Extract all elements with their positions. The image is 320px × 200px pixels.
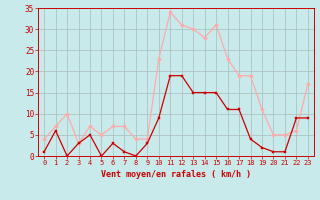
X-axis label: Vent moyen/en rafales ( km/h ): Vent moyen/en rafales ( km/h ) (101, 170, 251, 179)
